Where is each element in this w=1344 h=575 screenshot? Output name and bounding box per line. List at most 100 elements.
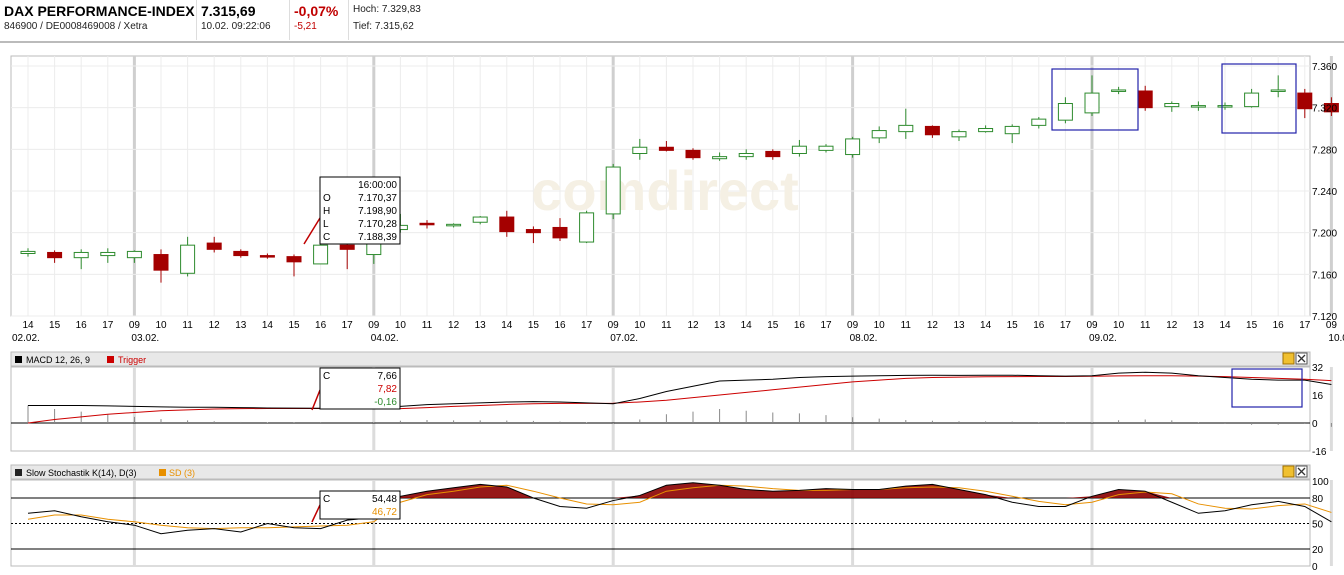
- candle: [525, 226, 541, 244]
- date-tick-label: 08.02.: [850, 333, 878, 344]
- tooltip-open-key: O: [323, 193, 331, 204]
- candle-body: [499, 216, 515, 233]
- candle-body: [472, 216, 488, 223]
- hour-tick-label: 17: [820, 320, 832, 331]
- hour-tick-label: 16: [1273, 320, 1285, 331]
- candle: [658, 141, 674, 152]
- candle: [632, 138, 648, 160]
- price-cell: 7.315,69 10.02. 09:22:06: [197, 0, 290, 40]
- date-tick-label: 09.02.: [1089, 333, 1117, 344]
- hour-tick-label: 14: [262, 320, 274, 331]
- candle-body: [446, 223, 462, 227]
- candle: [339, 243, 355, 270]
- tooltip-low-key: L: [323, 219, 329, 230]
- macd-tooltip-key: C: [323, 371, 330, 382]
- stoch-settings-icon[interactable]: [1282, 465, 1295, 478]
- candle: [126, 250, 142, 263]
- candle: [685, 148, 701, 160]
- selection-box[interactable]: [1231, 368, 1303, 408]
- overbought-area: [28, 482, 1332, 498]
- sd-legend-swatch: [159, 469, 166, 476]
- macd-settings-icon[interactable]: [1282, 352, 1295, 365]
- candle: [765, 149, 781, 160]
- candle: [259, 253, 275, 259]
- candle: [1190, 101, 1206, 111]
- candle: [712, 152, 728, 161]
- candle: [20, 248, 36, 257]
- stoch-tick-label: 50: [1312, 520, 1324, 531]
- candle-body: [632, 146, 648, 154]
- watermark: comdirect: [531, 159, 799, 222]
- macd-tooltip: C 7,66 7,82 -0,16: [311, 367, 401, 411]
- candle-body: [579, 212, 595, 243]
- tooltip-close-key: C: [323, 232, 330, 243]
- candles: [20, 75, 1339, 283]
- high-value: Hoch: 7.329,83: [353, 4, 421, 15]
- price-tick-label: 7.120: [1312, 312, 1337, 323]
- candle-body: [1111, 89, 1127, 92]
- candle-body: [1244, 92, 1260, 108]
- candle-body: [978, 128, 994, 133]
- candle-body: [1323, 103, 1339, 113]
- candle-body: [100, 251, 116, 257]
- hour-tick-label: 16: [1033, 320, 1045, 331]
- macd-tick-label: 32: [1312, 363, 1324, 374]
- hour-tick-label: 16: [315, 320, 327, 331]
- macd-panel: MACD 12, 26, 9 Trigger: [10, 351, 1311, 367]
- stoch-tooltip: C 54,48 46,72: [311, 490, 401, 523]
- candle: [1031, 117, 1047, 129]
- hour-tick-label: 10: [1113, 320, 1125, 331]
- stoch-tooltip-d: 46,72: [372, 507, 397, 518]
- candle-body: [126, 250, 142, 259]
- candle-body: [685, 149, 701, 159]
- low-value: Tief: 7.315,62: [353, 21, 414, 32]
- quote-header: DAX PERFORMANCE-INDEX 846900 / DE0008469…: [0, 0, 1344, 43]
- selection-box[interactable]: [1221, 63, 1297, 134]
- candle: [738, 149, 754, 160]
- candle-body: [73, 251, 89, 259]
- candle-body: [153, 254, 169, 271]
- hour-tick-label: 17: [102, 320, 114, 331]
- time-axis: 14 15 16 17 09 10 11 12 13 14 15 16 17 09 10 11 12 13 14 15…: [12, 320, 1344, 344]
- candle-body: [313, 244, 329, 265]
- stochastic-plot: 100 80 50 20 0: [10, 477, 1333, 573]
- tooltip-low-value: 7.170,28: [358, 219, 397, 230]
- candle-body: [1084, 92, 1100, 114]
- candle: [1270, 75, 1286, 98]
- hour-tick-label: 15: [49, 320, 61, 331]
- tooltip-high-key: H: [323, 206, 330, 217]
- hour-tick-label: 09: [1326, 320, 1338, 331]
- hour-tick-label: 13: [235, 320, 247, 331]
- candle-body: [1297, 92, 1313, 110]
- macd-tooltip-histogram: -0,16: [374, 397, 397, 408]
- candle-body: [259, 255, 275, 258]
- candle: [1217, 102, 1233, 110]
- candle: [552, 218, 568, 241]
- candle-body: [1270, 89, 1286, 92]
- hour-tick-label: 15: [1246, 320, 1258, 331]
- hour-tick-label: 09: [608, 320, 620, 331]
- candle: [978, 125, 994, 133]
- hour-tick-label: 14: [1219, 320, 1231, 331]
- hour-tick-label: 13: [714, 320, 726, 331]
- candle-body: [1217, 105, 1233, 108]
- hour-tick-label: 16: [794, 320, 806, 331]
- hour-tick-label: 17: [1060, 320, 1072, 331]
- hour-tick-label: 17: [342, 320, 354, 331]
- candle-body: [286, 256, 302, 263]
- candle: [100, 248, 116, 263]
- candle-body: [20, 250, 36, 255]
- hour-tick-label: 10: [634, 320, 646, 331]
- candle: [1323, 97, 1339, 116]
- macd-tooltip-macd: 7,66: [378, 371, 398, 382]
- macd-tick-label: 0: [1312, 419, 1318, 430]
- tooltip-open-value: 7.170,37: [358, 193, 397, 204]
- stoch-tick-label: 0: [1312, 562, 1318, 573]
- selection-box[interactable]: [1051, 68, 1139, 131]
- macd-legend-label: MACD 12, 26, 9: [26, 355, 90, 365]
- hour-tick-label: 11: [901, 320, 912, 331]
- candle: [180, 236, 196, 277]
- instrument-name: DAX PERFORMANCE-INDEX: [4, 3, 195, 19]
- price-tick-label: 7.160: [1312, 270, 1337, 281]
